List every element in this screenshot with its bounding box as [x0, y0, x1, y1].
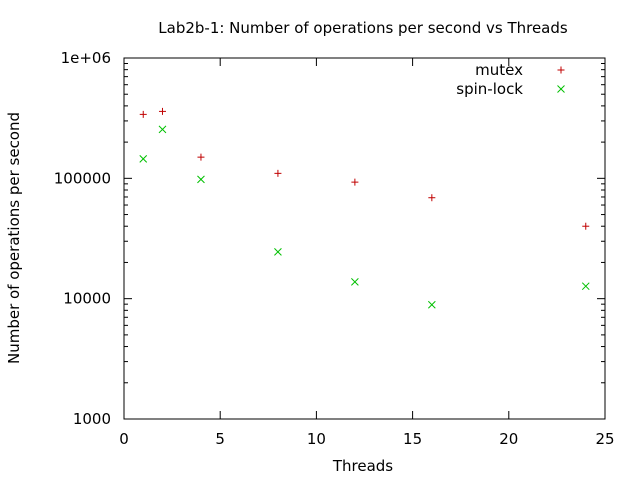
- y-tick-label: 10000: [63, 290, 111, 308]
- y-tick-label: 100000: [54, 169, 111, 187]
- x-tick-label: 20: [499, 430, 518, 448]
- x-tick-label: 0: [119, 430, 129, 448]
- mutex-point: [582, 222, 590, 230]
- series-spin-lock: [139, 125, 590, 309]
- y-axis: 1000 10000 100000 1e+06: [54, 49, 605, 428]
- mutex-point: [428, 194, 436, 202]
- spin-lock-point: [274, 247, 282, 256]
- data-points: [139, 107, 590, 309]
- legend-marker-mutex: [557, 66, 565, 74]
- x-axis-label: Threads: [332, 457, 393, 475]
- mutex-point: [197, 153, 205, 161]
- x-tick-label: 10: [307, 430, 326, 448]
- x-tick-label: 25: [595, 430, 614, 448]
- y-tick-label: 1e+06: [61, 49, 111, 67]
- x-axis: 0 5 10 15 20 25: [119, 58, 615, 448]
- legend-label: spin-lock: [456, 80, 523, 98]
- chart-title: Lab2b-1: Number of operations per second…: [158, 19, 568, 37]
- mutex-point: [274, 169, 282, 177]
- spin-lock-point: [197, 175, 205, 184]
- spin-lock-point: [351, 277, 359, 286]
- spin-lock-point: [427, 300, 436, 309]
- x-tick-label: 15: [403, 430, 422, 448]
- spin-lock-point: [158, 125, 167, 134]
- spin-lock-point: [581, 282, 590, 291]
- legend-marker-spin-lock: [557, 85, 565, 93]
- series-mutex: [139, 107, 590, 230]
- mutex-point: [139, 110, 147, 118]
- x-tick-label: 5: [215, 430, 225, 448]
- legend-label: mutex: [475, 61, 523, 79]
- y-tick-label: 1000: [73, 410, 111, 428]
- mutex-point: [158, 107, 166, 115]
- y-axis-label: Number of operations per second: [5, 112, 23, 364]
- mutex-point: [351, 178, 359, 186]
- plot-frame: [123, 57, 606, 420]
- spin-lock-point: [139, 155, 148, 163]
